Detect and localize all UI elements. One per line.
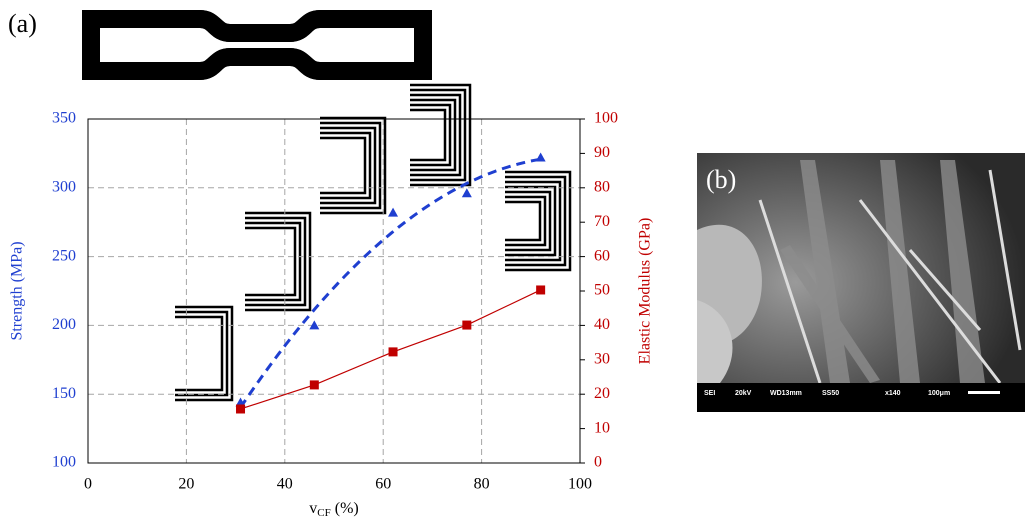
point bbox=[535, 152, 546, 162]
layup-icon bbox=[320, 116, 387, 215]
y-tick-label: 250 bbox=[52, 247, 76, 264]
info-bar-text: SEI bbox=[704, 390, 715, 397]
x-axis-label: vCF (%) bbox=[309, 500, 358, 519]
point bbox=[388, 347, 398, 357]
chart: 0 20 40 60 80 100 100 150 200 250 300 350 0 10 20 30 40 5… bbox=[9, 110, 654, 519]
y2-axis-label: Elastic Modulus (GPa) bbox=[637, 218, 654, 365]
y2-tick-label: 50 bbox=[594, 282, 610, 299]
y2-tick-label: 80 bbox=[594, 178, 610, 195]
x-tick-label: 80 bbox=[474, 476, 490, 493]
info-bar-text: 100μm bbox=[928, 390, 950, 397]
info-bar-text: 20kV bbox=[735, 390, 752, 397]
y-tick-label: 300 bbox=[52, 178, 76, 195]
x-tick-label: 0 bbox=[84, 476, 92, 493]
x-tick-label: 100 bbox=[568, 476, 592, 493]
y2-tick-label: 0 bbox=[594, 454, 602, 471]
layup-icon bbox=[245, 211, 312, 312]
y-tick-label: 200 bbox=[52, 316, 76, 333]
y-axis-label: Strength (MPa) bbox=[9, 241, 26, 340]
x-axis-label-unit: (%) bbox=[331, 500, 359, 517]
point bbox=[536, 285, 546, 295]
y-tick-label: 100 bbox=[52, 454, 76, 471]
y2-tick-label: 70 bbox=[594, 213, 610, 230]
layup-icons bbox=[175, 83, 572, 402]
info-bar-text: x140 bbox=[885, 390, 901, 397]
layup-icon bbox=[410, 83, 472, 187]
plot-frame bbox=[87, 118, 581, 464]
y2-tick-label: 40 bbox=[594, 316, 610, 333]
dogbone-specimen bbox=[82, 10, 432, 80]
point bbox=[236, 404, 246, 414]
y2-tick-label: 10 bbox=[594, 419, 610, 436]
panel-label: (b) bbox=[706, 165, 736, 194]
sem-image: SEI 20kV WD13mm SS50 x140 100μm (b) bbox=[697, 153, 1025, 412]
x-axis-label-sub: CF bbox=[317, 507, 330, 519]
info-bar-text: WD13mm bbox=[770, 390, 802, 397]
x-tick-label: 20 bbox=[178, 476, 194, 493]
y2-tick-label: 60 bbox=[594, 247, 610, 264]
point bbox=[235, 397, 246, 407]
layup-icon bbox=[175, 305, 234, 402]
y-tick-label: 150 bbox=[52, 385, 76, 402]
y2-tick-label: 100 bbox=[594, 110, 618, 127]
x-axis-label-base: v bbox=[309, 500, 317, 517]
y2-tick-label: 30 bbox=[594, 350, 610, 367]
info-bar-text: SS50 bbox=[822, 390, 839, 397]
y-tick-label: 350 bbox=[52, 110, 76, 127]
y2-tick-label: 90 bbox=[594, 144, 610, 161]
point bbox=[309, 380, 319, 390]
point bbox=[462, 320, 472, 330]
trendline bbox=[239, 157, 541, 409]
point bbox=[388, 207, 399, 217]
point bbox=[309, 320, 320, 330]
layup-icon bbox=[505, 170, 572, 272]
panel-label: (a) bbox=[8, 9, 37, 38]
y2-tick-label: 20 bbox=[594, 385, 610, 402]
x-tick-label: 60 bbox=[375, 476, 391, 493]
point bbox=[461, 188, 472, 198]
x-tick-label: 40 bbox=[277, 476, 293, 493]
